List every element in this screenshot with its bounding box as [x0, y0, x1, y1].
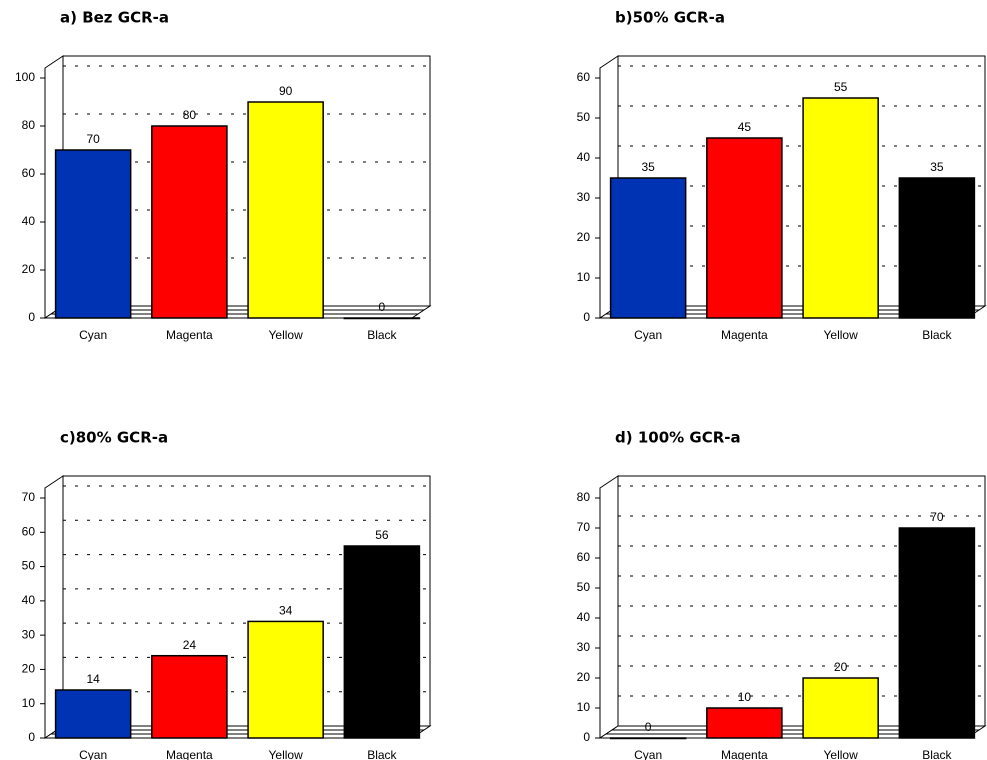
- value-label: 35: [930, 160, 944, 174]
- y-tick-label: 20: [22, 662, 36, 676]
- y-tick-label: 60: [22, 524, 36, 538]
- bar: [54, 149, 132, 319]
- bar: [802, 677, 879, 739]
- x-tick-label: Cyan: [634, 328, 662, 342]
- x-tick-label: Magenta: [721, 748, 768, 760]
- y-tick-label: 30: [577, 640, 591, 654]
- value-label: 70: [930, 510, 944, 524]
- x-tick-label: Cyan: [79, 328, 107, 342]
- value-label: 70: [86, 132, 100, 146]
- y-tick-label: 70: [22, 490, 36, 504]
- y-tick-label: 10: [577, 270, 591, 284]
- y-tick-label: 40: [577, 150, 591, 164]
- y-tick-label: 20: [22, 262, 36, 276]
- y-tick-label: 0: [28, 730, 35, 744]
- side-wall: [599, 475, 619, 739]
- y-tick-label: 10: [22, 696, 36, 710]
- bar: [151, 654, 228, 739]
- chart-title: a) Bez GCR-a: [60, 9, 169, 27]
- x-tick-label: Yellow: [269, 328, 304, 342]
- y-tick-label: 30: [577, 190, 591, 204]
- value-label: 56: [375, 528, 389, 542]
- value-label: 55: [834, 80, 848, 94]
- bar: [706, 707, 783, 739]
- x-tick-label: Black: [922, 748, 952, 760]
- y-tick-label: 60: [22, 166, 36, 180]
- value-label: 0: [645, 720, 652, 734]
- value-label: 35: [641, 160, 655, 174]
- bar: [54, 689, 132, 739]
- value-label: 20: [834, 660, 848, 674]
- y-tick-label: 0: [583, 310, 590, 324]
- x-tick-label: Magenta: [166, 748, 213, 760]
- value-label: 90: [279, 84, 293, 98]
- bar: [247, 620, 324, 739]
- chart-panel: c)80% GCR-a 0 10 20 30 40 50 60 70 14 Cyan 24 Magent…: [22, 429, 432, 760]
- y-tick-label: 80: [577, 490, 591, 504]
- bar: [151, 125, 228, 319]
- value-label: 10: [738, 690, 752, 704]
- bar: [802, 97, 879, 319]
- chart-panel: b)50% GCR-a 0 10 20 30 40 50 60 35 Cyan 45 Magenta 5…: [577, 9, 987, 342]
- chart-panel: a) Bez GCR-a 0 20 40 60 80 100 70 Cyan 80 Magenta 9…: [15, 9, 432, 342]
- x-tick-label: Magenta: [721, 328, 768, 342]
- x-tick-label: Cyan: [79, 748, 107, 760]
- y-tick-label: 50: [577, 110, 591, 124]
- x-tick-label: Yellow: [824, 328, 859, 342]
- y-tick-label: 0: [28, 310, 35, 324]
- x-tick-label: Yellow: [824, 748, 859, 760]
- bar: [609, 737, 687, 740]
- y-tick-label: 50: [577, 580, 591, 594]
- y-tick-label: 70: [577, 520, 591, 534]
- x-tick-label: Black: [922, 328, 952, 342]
- x-tick-label: Cyan: [634, 748, 662, 760]
- y-tick-label: 10: [577, 700, 591, 714]
- chart-title: d) 100% GCR-a: [615, 429, 741, 447]
- chart-title: b)50% GCR-a: [615, 9, 725, 27]
- bar: [343, 317, 421, 320]
- value-label: 24: [183, 638, 197, 652]
- y-tick-label: 50: [22, 559, 36, 573]
- y-tick-label: 0: [583, 730, 590, 744]
- x-tick-label: Black: [367, 328, 397, 342]
- y-tick-label: 20: [577, 230, 591, 244]
- value-label: 45: [738, 120, 752, 134]
- x-tick-label: Black: [367, 748, 397, 760]
- bar: [706, 137, 783, 319]
- chart-title: c)80% GCR-a: [60, 429, 168, 447]
- y-tick-label: 40: [22, 214, 36, 228]
- value-label: 14: [86, 672, 100, 686]
- bar: [343, 545, 421, 739]
- y-tick-label: 40: [22, 593, 36, 607]
- y-tick-label: 40: [577, 610, 591, 624]
- y-tick-label: 100: [15, 70, 35, 84]
- bar: [609, 177, 687, 319]
- bar: [247, 101, 324, 319]
- x-tick-label: Yellow: [269, 748, 304, 760]
- bar: [898, 527, 976, 739]
- bar: [898, 177, 976, 319]
- value-label: 80: [183, 108, 197, 122]
- y-tick-label: 80: [22, 118, 36, 132]
- x-tick-label: Magenta: [166, 328, 213, 342]
- chart-panel: d) 100% GCR-a 0 10 20 30 40 50 60 70 80 0 Cyan 10 Mag…: [577, 429, 987, 760]
- value-label: 0: [379, 300, 386, 314]
- y-tick-label: 20: [577, 670, 591, 684]
- y-tick-label: 30: [22, 627, 36, 641]
- y-tick-label: 60: [577, 550, 591, 564]
- value-label: 34: [279, 604, 293, 618]
- y-tick-label: 60: [577, 70, 591, 84]
